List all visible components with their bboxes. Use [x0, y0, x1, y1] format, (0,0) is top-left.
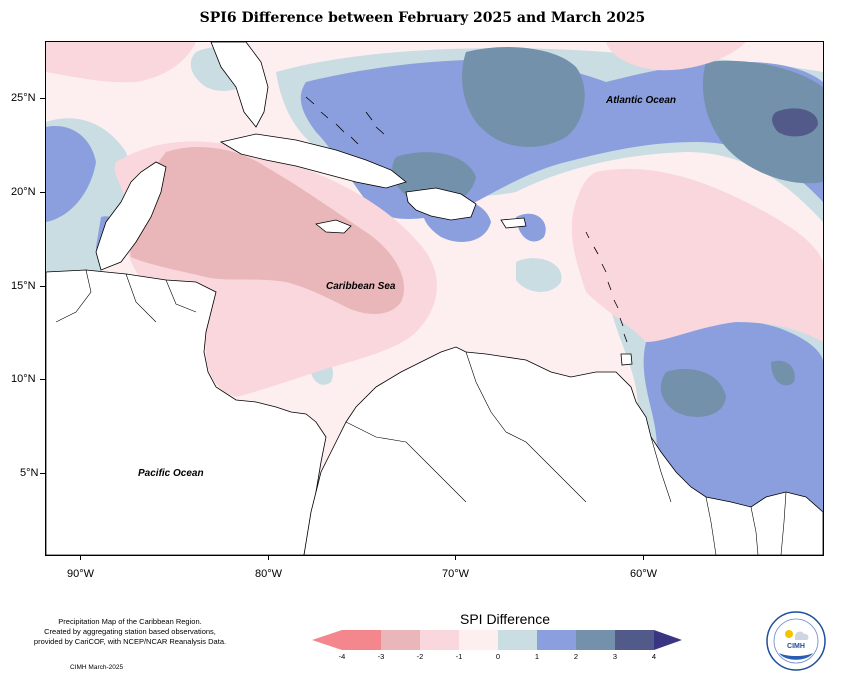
- hispaniola: [405, 187, 477, 221]
- lon-tick: [643, 555, 644, 560]
- legend-tick-label: -3: [377, 652, 385, 661]
- small-islands: [305, 96, 628, 343]
- label-pacific-ocean: Pacific Ocean: [138, 468, 204, 479]
- lat-label: 25°N: [11, 92, 36, 104]
- lat-tick: [40, 192, 45, 193]
- legend-swatch: [537, 630, 576, 650]
- lat-tick: [40, 286, 45, 287]
- legend-swatch: [576, 630, 615, 650]
- lat-label: 20°N: [11, 186, 36, 198]
- map-credits: Precipitation Map of the Caribbean Regio…: [10, 617, 250, 647]
- spi-minus3-to-minus2-regions: [130, 147, 405, 314]
- map-title: SPI6 Difference between February 2025 an…: [199, 10, 646, 26]
- trinidad: [620, 353, 633, 366]
- legend-arrow-right: [654, 630, 682, 650]
- legend-swatch: [459, 630, 498, 650]
- lat-tick: [40, 473, 45, 474]
- credits-line: Precipitation Map of the Caribbean Regio…: [58, 617, 202, 626]
- legend-tick-label: 3: [612, 652, 618, 661]
- lon-label: 80°W: [255, 568, 283, 580]
- legend-tick-label: -2: [416, 652, 424, 661]
- puerto-rico: [500, 217, 527, 229]
- lat-tick: [40, 379, 45, 380]
- cloud-icon: [795, 631, 809, 640]
- lon-tick: [268, 555, 269, 560]
- label-atlantic-ocean: Atlantic Ocean: [606, 95, 677, 106]
- legend-title: SPI Difference: [459, 611, 550, 627]
- country-borders: [55, 269, 787, 555]
- legend-arrow-left: [312, 630, 342, 650]
- spi-3-to-4-regions: [772, 108, 818, 137]
- spi-difference-map: Atlantic Ocean Caribbean Sea Pacific Oce…: [45, 41, 824, 556]
- cimh-logo: CIMH: [766, 611, 826, 671]
- land-masses: [46, 42, 823, 555]
- map-canvas: [46, 42, 823, 555]
- lon-label: 90°W: [67, 568, 95, 580]
- legend-tick-label: -1: [455, 652, 463, 661]
- legend-swatch: [498, 630, 537, 650]
- cuba: [219, 133, 407, 189]
- map-date: CIMH March-2025: [70, 664, 124, 671]
- lat-label: 15°N: [11, 280, 36, 292]
- legend-tick-label: 0: [495, 652, 501, 661]
- logo-text: CIMH: [787, 643, 805, 650]
- sun-icon: [785, 630, 793, 638]
- legend-tick-label: 1: [534, 652, 540, 661]
- lon-tick: [455, 555, 456, 560]
- legend-tick-label: 4: [651, 652, 657, 661]
- florida: [210, 42, 269, 128]
- lon-tick: [80, 555, 81, 560]
- south-america: [303, 346, 823, 555]
- lat-tick: [40, 98, 45, 99]
- credits-line: Created by aggregating station based obs…: [44, 627, 216, 636]
- legend-swatch: [381, 630, 420, 650]
- legend-swatch: [615, 630, 654, 650]
- credits-line: provided by CariCOF, with NCEP/NCAR Rean…: [33, 637, 227, 646]
- lon-label: 70°W: [442, 568, 470, 580]
- lat-label: 5°N: [20, 467, 39, 479]
- label-caribbean-sea: Caribbean Sea: [326, 281, 396, 292]
- legend-swatch: [420, 630, 459, 650]
- legend-swatch: [342, 630, 381, 650]
- yucatan: [95, 161, 167, 271]
- wave-icon: [779, 653, 813, 660]
- legend-tick-label: -4: [338, 652, 346, 661]
- jamaica: [315, 219, 352, 234]
- lat-label: 10°N: [11, 373, 36, 385]
- legend-colorbar: [312, 630, 682, 650]
- lon-label: 60°W: [630, 568, 658, 580]
- legend-tick-label: 2: [573, 652, 579, 661]
